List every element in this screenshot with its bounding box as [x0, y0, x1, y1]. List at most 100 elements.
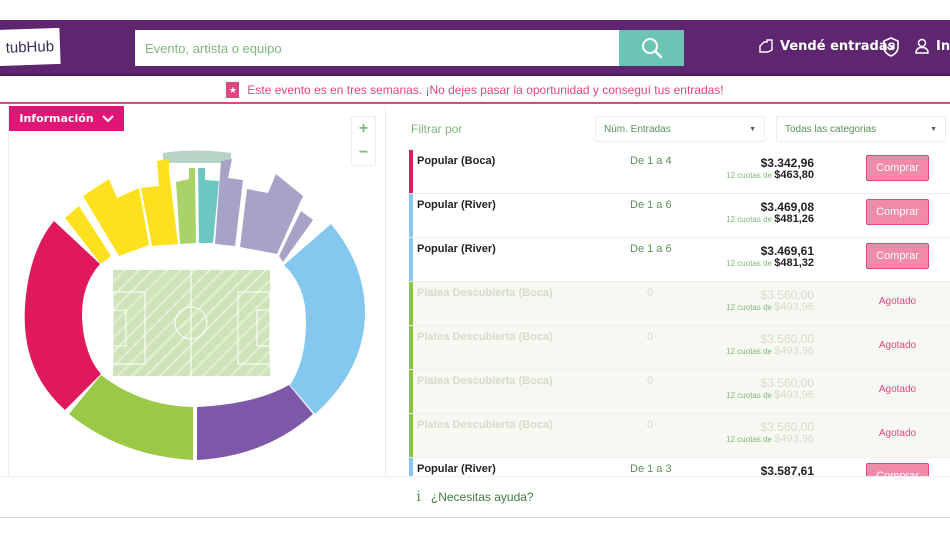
section-color-bar [409, 414, 413, 457]
search-button[interactable] [619, 30, 684, 66]
quantity-select-value: Núm. Entradas [604, 123, 671, 135]
listing-row[interactable]: Popular (River) De 1 a 6 $3.469,08 12 cu… [409, 194, 950, 238]
information-dropdown[interactable]: Información [9, 106, 124, 131]
installments: 12 cuotas de $463,80 [726, 169, 814, 181]
price: $3.469,08 [760, 200, 814, 214]
sell-label: Vendé entradas [780, 38, 896, 54]
dropdown-arrow-icon: ▼ [930, 125, 937, 133]
ticket-quantity: De 1 a 6 [630, 199, 672, 211]
listing-table: Popular (Boca) De 1 a 4 $3.342,96 12 cuo… [409, 150, 950, 502]
section-name: Popular (River) [417, 463, 496, 475]
buy-button[interactable]: Comprar [866, 243, 929, 269]
installments-label: 12 cuotas de [726, 435, 772, 444]
section-yellow-3[interactable] [141, 159, 178, 246]
listings-panel: Filtrar por Núm. Entradas ▼ Todas las ca… [386, 106, 950, 502]
section-platea-boca-green[interactable] [69, 375, 193, 460]
price: $3.560,00 [760, 288, 814, 302]
installment-amount: $481,26 [774, 213, 814, 225]
installments-label: 12 cuotas de [726, 171, 772, 180]
information-label: Información [19, 112, 94, 125]
category-select-value: Todas las categorias [785, 123, 877, 135]
installments-label: 12 cuotas de [726, 303, 772, 312]
stubhub-logo[interactable]: tubHub [0, 27, 61, 67]
price: $3.469,61 [760, 244, 814, 258]
section-platea-river-purple[interactable] [197, 385, 313, 460]
urgency-banner: ★ Este evento es en tres semanas. ¡No de… [0, 78, 950, 104]
sell-tickets-link[interactable]: Vendé entradas [758, 38, 895, 54]
help-footer: ⅰ ¿Necesitas ayuda? [0, 476, 950, 518]
installments: 12 cuotas de $481,26 [726, 213, 814, 225]
section-name: Platea Descubierta (Boca) [417, 287, 553, 299]
installment-amount: $493,96 [774, 389, 814, 401]
ticket-quantity: De 1 a 6 [630, 243, 672, 255]
login-label: Ini [936, 38, 950, 54]
price: $3.560,00 [760, 420, 814, 434]
section-name: Platea Descubierta (Boca) [417, 331, 553, 343]
help-link[interactable]: ¿Necesitas ayuda? [430, 490, 534, 504]
stadium-map[interactable] [21, 146, 371, 466]
zoom-in-button[interactable]: + [358, 120, 369, 137]
section-name: Popular (River) [417, 243, 496, 255]
football-pitch [112, 270, 271, 376]
top-margin [0, 0, 950, 20]
section-yellow-2[interactable] [83, 179, 149, 256]
logo-text: tubHub [5, 37, 55, 57]
section-lightgreen[interactable] [176, 168, 196, 244]
login-link[interactable]: Ini [914, 38, 950, 54]
guarantee-link[interactable] [882, 37, 900, 62]
listing-row: Platea Descubierta (Boca) 0 $3.560,00 12… [409, 326, 950, 370]
buy-button[interactable]: Comprar [866, 155, 929, 181]
section-color-bar [409, 370, 413, 413]
price: $3.560,00 [760, 376, 814, 390]
ticket-quantity: 0 [647, 419, 654, 431]
buy-button[interactable]: Comprar [866, 199, 929, 225]
category-select[interactable]: Todas las categorias ▼ [776, 116, 946, 142]
section-top-stand[interactable] [163, 150, 231, 164]
search-icon [641, 38, 662, 59]
sold-out-label: Agotado [878, 428, 917, 439]
installments: 12 cuotas de $493,96 [726, 301, 814, 313]
ticket-quantity: De 1 a 4 [630, 155, 672, 167]
section-lavender-1[interactable] [215, 159, 243, 246]
installments-label: 12 cuotas de [726, 347, 772, 356]
zoom-out-button[interactable]: − [358, 144, 369, 161]
price: $3.587,61 [760, 464, 814, 478]
filter-label: Filtrar por [411, 122, 463, 136]
section-popular-river-blue[interactable] [284, 224, 366, 414]
installments-label: 12 cuotas de [726, 259, 772, 268]
installments: 12 cuotas de $493,96 [726, 345, 814, 357]
installment-amount: $493,96 [774, 345, 814, 357]
section-name: Platea Descubierta (Boca) [417, 375, 553, 387]
section-color-bar [409, 194, 413, 237]
section-lavender-2[interactable] [240, 174, 303, 254]
section-lavender-3[interactable] [279, 211, 313, 262]
section-yellow-1[interactable] [65, 206, 111, 264]
price: $3.342,96 [760, 156, 814, 170]
map-zoom-control: + − [351, 116, 376, 166]
site-header: tubHub Vendé entradas Ini [0, 20, 950, 76]
installments-label: 12 cuotas de [726, 391, 772, 400]
search-input[interactable] [135, 30, 619, 66]
installment-amount: $493,96 [774, 433, 814, 445]
ticket-quantity: De 1 a 3 [630, 463, 672, 475]
sold-out-label: Agotado [878, 384, 917, 395]
listing-row[interactable]: Popular (River) De 1 a 6 $3.469,61 12 cu… [409, 238, 950, 282]
ticket-star-icon: ★ [226, 82, 240, 98]
listing-row: Platea Descubierta (Boca) 0 $3.560,00 12… [409, 414, 950, 458]
installment-amount: $463,80 [774, 169, 814, 181]
section-color-bar [409, 150, 413, 193]
installment-amount: $493,96 [774, 301, 814, 313]
chevron-down-icon [101, 114, 114, 122]
section-name: Popular (River) [417, 199, 496, 211]
section-color-bar [409, 238, 413, 281]
listing-row: Platea Descubierta (Boca) 0 $3.560,00 12… [409, 282, 950, 326]
section-teal[interactable] [198, 168, 219, 243]
ticket-quantity: 0 [647, 287, 654, 299]
section-name: Popular (Boca) [417, 155, 496, 167]
ticket-quantity: 0 [647, 375, 654, 387]
listing-row[interactable]: Popular (Boca) De 1 a 4 $3.342,96 12 cuo… [409, 150, 950, 194]
section-color-bar [409, 326, 413, 369]
sold-out-label: Agotado [878, 296, 917, 307]
quantity-select[interactable]: Núm. Entradas ▼ [595, 116, 765, 142]
section-popular-boca-red[interactable] [24, 221, 101, 410]
